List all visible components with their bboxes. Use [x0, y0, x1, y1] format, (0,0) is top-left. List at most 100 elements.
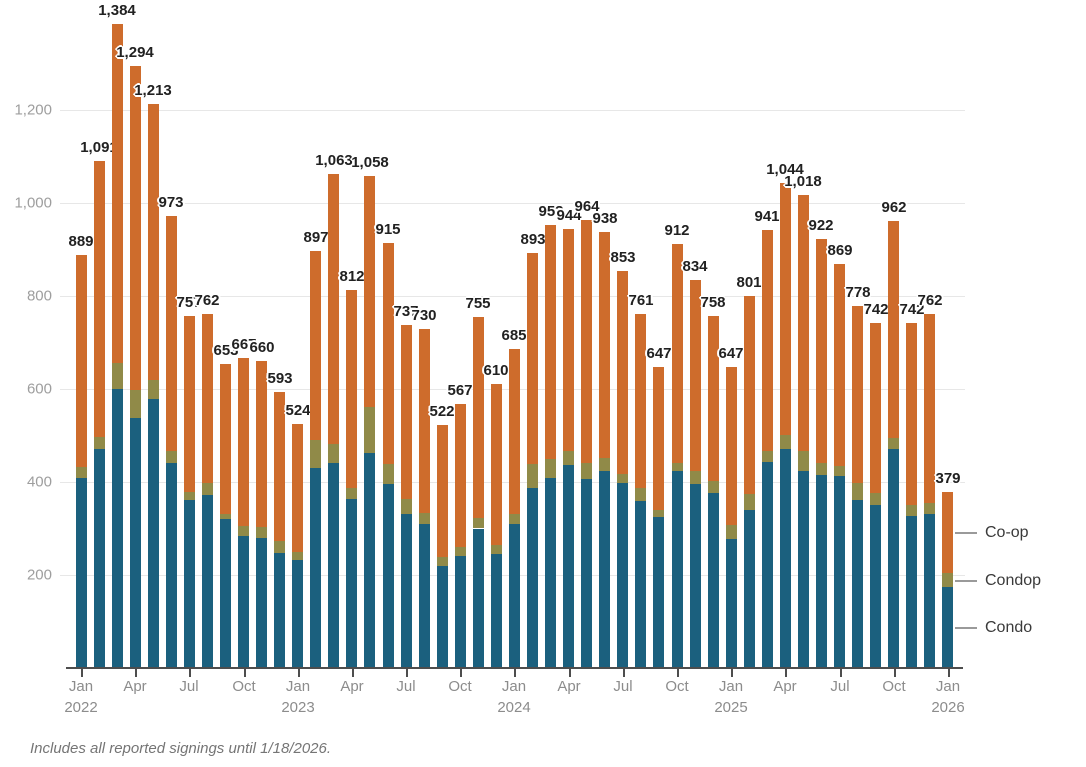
bar-jul-2025[interactable]: [834, 0, 845, 668]
bar-dec-2023[interactable]: [491, 0, 502, 668]
bar-segment-condop[interactable]: [816, 462, 827, 475]
bar-segment-condop[interactable]: [527, 464, 538, 489]
bar-segment-condo[interactable]: [346, 498, 357, 668]
bar-apr-2025[interactable]: [780, 0, 791, 668]
bar-nov-2024[interactable]: [690, 0, 701, 668]
bar-segment-coop[interactable]: [599, 231, 610, 458]
bar-segment-condo[interactable]: [148, 398, 159, 668]
bar-segment-condop[interactable]: [148, 380, 159, 399]
bar-segment-condo[interactable]: [834, 475, 845, 668]
bar-segment-condop[interactable]: [274, 541, 285, 553]
bar-segment-condo[interactable]: [816, 475, 827, 668]
bar-jan-2022[interactable]: [76, 0, 87, 668]
bar-segment-condop[interactable]: [617, 474, 628, 483]
bar-segment-coop[interactable]: [744, 295, 755, 495]
bar-segment-condop[interactable]: [112, 363, 123, 389]
bar-segment-condop[interactable]: [491, 544, 502, 555]
bar-segment-condop[interactable]: [220, 514, 231, 519]
bar-segment-condop[interactable]: [437, 557, 448, 566]
bar-segment-coop[interactable]: [148, 103, 159, 381]
bar-segment-condop[interactable]: [726, 524, 737, 539]
bar-segment-coop[interactable]: [166, 215, 177, 452]
bar-segment-coop[interactable]: [870, 322, 881, 493]
bar-segment-condop[interactable]: [581, 462, 592, 479]
bar-segment-condo[interactable]: [888, 448, 899, 668]
bar-segment-coop[interactable]: [690, 280, 701, 472]
bar-mar-2022[interactable]: [112, 0, 123, 668]
bar-segment-condo[interactable]: [238, 535, 249, 668]
bar-mar-2023[interactable]: [328, 0, 339, 668]
bar-segment-coop[interactable]: [888, 220, 899, 438]
bar-dec-2024[interactable]: [708, 0, 719, 668]
bar-segment-coop[interactable]: [780, 182, 791, 436]
bar-segment-coop[interactable]: [328, 173, 339, 444]
bar-segment-condo[interactable]: [509, 523, 520, 668]
bar-segment-condop[interactable]: [473, 518, 484, 529]
bar-segment-condo[interactable]: [328, 462, 339, 668]
bar-segment-condo[interactable]: [690, 483, 701, 668]
bar-segment-condop[interactable]: [708, 481, 719, 493]
bar-segment-coop[interactable]: [762, 230, 773, 452]
bar-segment-coop[interactable]: [473, 316, 484, 519]
bar-segment-condo[interactable]: [617, 482, 628, 668]
bar-jun-2025[interactable]: [816, 0, 827, 668]
bar-aug-2022[interactable]: [202, 0, 213, 668]
bar-segment-condo[interactable]: [94, 448, 105, 668]
bar-segment-condop[interactable]: [310, 440, 321, 469]
bar-segment-condo[interactable]: [455, 556, 466, 668]
bar-nov-2022[interactable]: [256, 0, 267, 668]
bar-segment-condop[interactable]: [744, 494, 755, 510]
bar-segment-coop[interactable]: [130, 66, 141, 390]
bar-segment-coop[interactable]: [509, 349, 520, 515]
bar-jun-2023[interactable]: [383, 0, 394, 668]
bar-feb-2024[interactable]: [527, 0, 538, 668]
bar-segment-coop[interactable]: [906, 322, 917, 505]
bar-segment-condo[interactable]: [726, 538, 737, 668]
bar-segment-condo[interactable]: [383, 483, 394, 668]
bar-segment-coop[interactable]: [220, 364, 231, 515]
bar-may-2022[interactable]: [148, 0, 159, 668]
bar-segment-coop[interactable]: [346, 290, 357, 488]
bar-segment-condo[interactable]: [852, 499, 863, 668]
bar-segment-condop[interactable]: [130, 389, 141, 418]
bar-segment-coop[interactable]: [401, 325, 412, 500]
bar-feb-2023[interactable]: [310, 0, 321, 668]
bar-jun-2022[interactable]: [166, 0, 177, 668]
bar-segment-condop[interactable]: [545, 458, 556, 478]
bar-sep-2025[interactable]: [870, 0, 881, 668]
bar-segment-condo[interactable]: [112, 389, 123, 668]
bar-segment-condo[interactable]: [635, 501, 646, 668]
bar-segment-coop[interactable]: [563, 229, 574, 451]
bar-segment-coop[interactable]: [455, 404, 466, 548]
bar-segment-condo[interactable]: [672, 470, 683, 668]
bar-segment-condo[interactable]: [906, 515, 917, 668]
bar-jan-2025[interactable]: [726, 0, 737, 668]
bar-segment-condop[interactable]: [383, 463, 394, 484]
bar-segment-condop[interactable]: [184, 491, 195, 500]
bar-nov-2025[interactable]: [906, 0, 917, 668]
bar-segment-condo[interactable]: [401, 514, 412, 668]
bar-segment-condop[interactable]: [238, 525, 249, 536]
bar-segment-condop[interactable]: [364, 406, 375, 454]
bar-segment-condop[interactable]: [780, 435, 791, 449]
bar-segment-coop[interactable]: [383, 242, 394, 464]
bar-apr-2022[interactable]: [130, 0, 141, 668]
bar-segment-condop[interactable]: [690, 471, 701, 484]
bar-segment-condo[interactable]: [780, 448, 791, 668]
bar-segment-condo[interactable]: [310, 468, 321, 668]
bar-segment-condop[interactable]: [798, 450, 809, 471]
bar-segment-coop[interactable]: [184, 315, 195, 492]
bar-mar-2024[interactable]: [545, 0, 556, 668]
bar-apr-2024[interactable]: [563, 0, 574, 668]
bar-segment-condo[interactable]: [762, 462, 773, 668]
bar-segment-condop[interactable]: [563, 450, 574, 465]
bar-segment-coop[interactable]: [238, 357, 249, 526]
bar-segment-condo[interactable]: [924, 514, 935, 668]
bar-segment-condo[interactable]: [491, 554, 502, 668]
bar-feb-2022[interactable]: [94, 0, 105, 668]
bar-segment-coop[interactable]: [942, 491, 953, 573]
bar-segment-condop[interactable]: [635, 488, 646, 502]
bar-segment-condop[interactable]: [346, 487, 357, 499]
bar-segment-coop[interactable]: [653, 367, 664, 510]
bar-sep-2022[interactable]: [220, 0, 231, 668]
